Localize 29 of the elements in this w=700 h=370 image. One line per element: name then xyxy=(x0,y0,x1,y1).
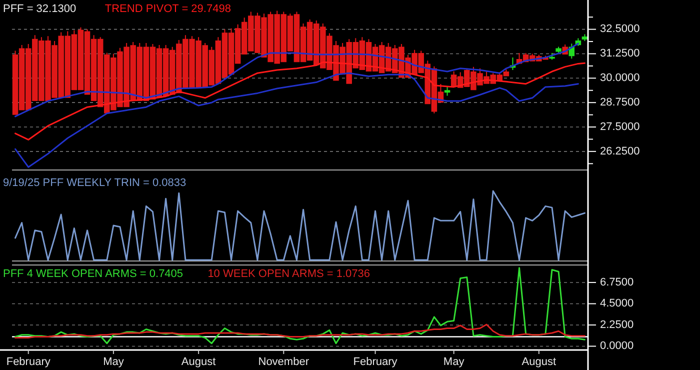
x-tick-label: May xyxy=(443,356,465,368)
y-tick-label: 31.2500 xyxy=(600,48,640,60)
x-tick-label: February xyxy=(6,356,51,368)
x-tick-label: May xyxy=(103,356,124,368)
y-tick-label: 30.0000 xyxy=(600,72,640,84)
chart-title: PFF = 32.1300 xyxy=(3,3,76,15)
y-tick-label: 26.2500 xyxy=(600,145,640,158)
y-tick-label: 32.5000 xyxy=(600,23,640,36)
y-tick-label: 4.5000 xyxy=(600,298,634,310)
line-series xyxy=(14,324,586,338)
y-tick-label: 28.7500 xyxy=(600,96,640,108)
text: TREND PIVOT = 29.7498 xyxy=(104,3,231,15)
x-tick-label: February xyxy=(353,356,398,368)
series-label: 9/19/25 PFF WEEKLY TRIN = 0.0833 xyxy=(3,177,186,189)
x-tick-label: August xyxy=(522,356,556,368)
line-series xyxy=(14,42,579,118)
x-tick-label: August xyxy=(181,356,216,368)
text: PFF 4 WEEK OPEN ARMS = 0.7405 xyxy=(3,268,184,280)
candlestick xyxy=(556,46,562,53)
x-tick-label: November xyxy=(258,356,310,368)
candlestick xyxy=(582,34,588,42)
candlestick xyxy=(444,86,450,96)
line-series xyxy=(14,61,586,140)
line-series xyxy=(14,72,579,168)
y-tick-label: 2.2500 xyxy=(600,318,634,331)
text: 10 WEEK OPEN ARMS = 1.0736 xyxy=(208,268,370,280)
y-tick-label: 6.7500 xyxy=(600,276,634,288)
y-tick-label: 0.0000 xyxy=(600,340,634,352)
y-tick-label: 27.5000 xyxy=(600,120,640,133)
